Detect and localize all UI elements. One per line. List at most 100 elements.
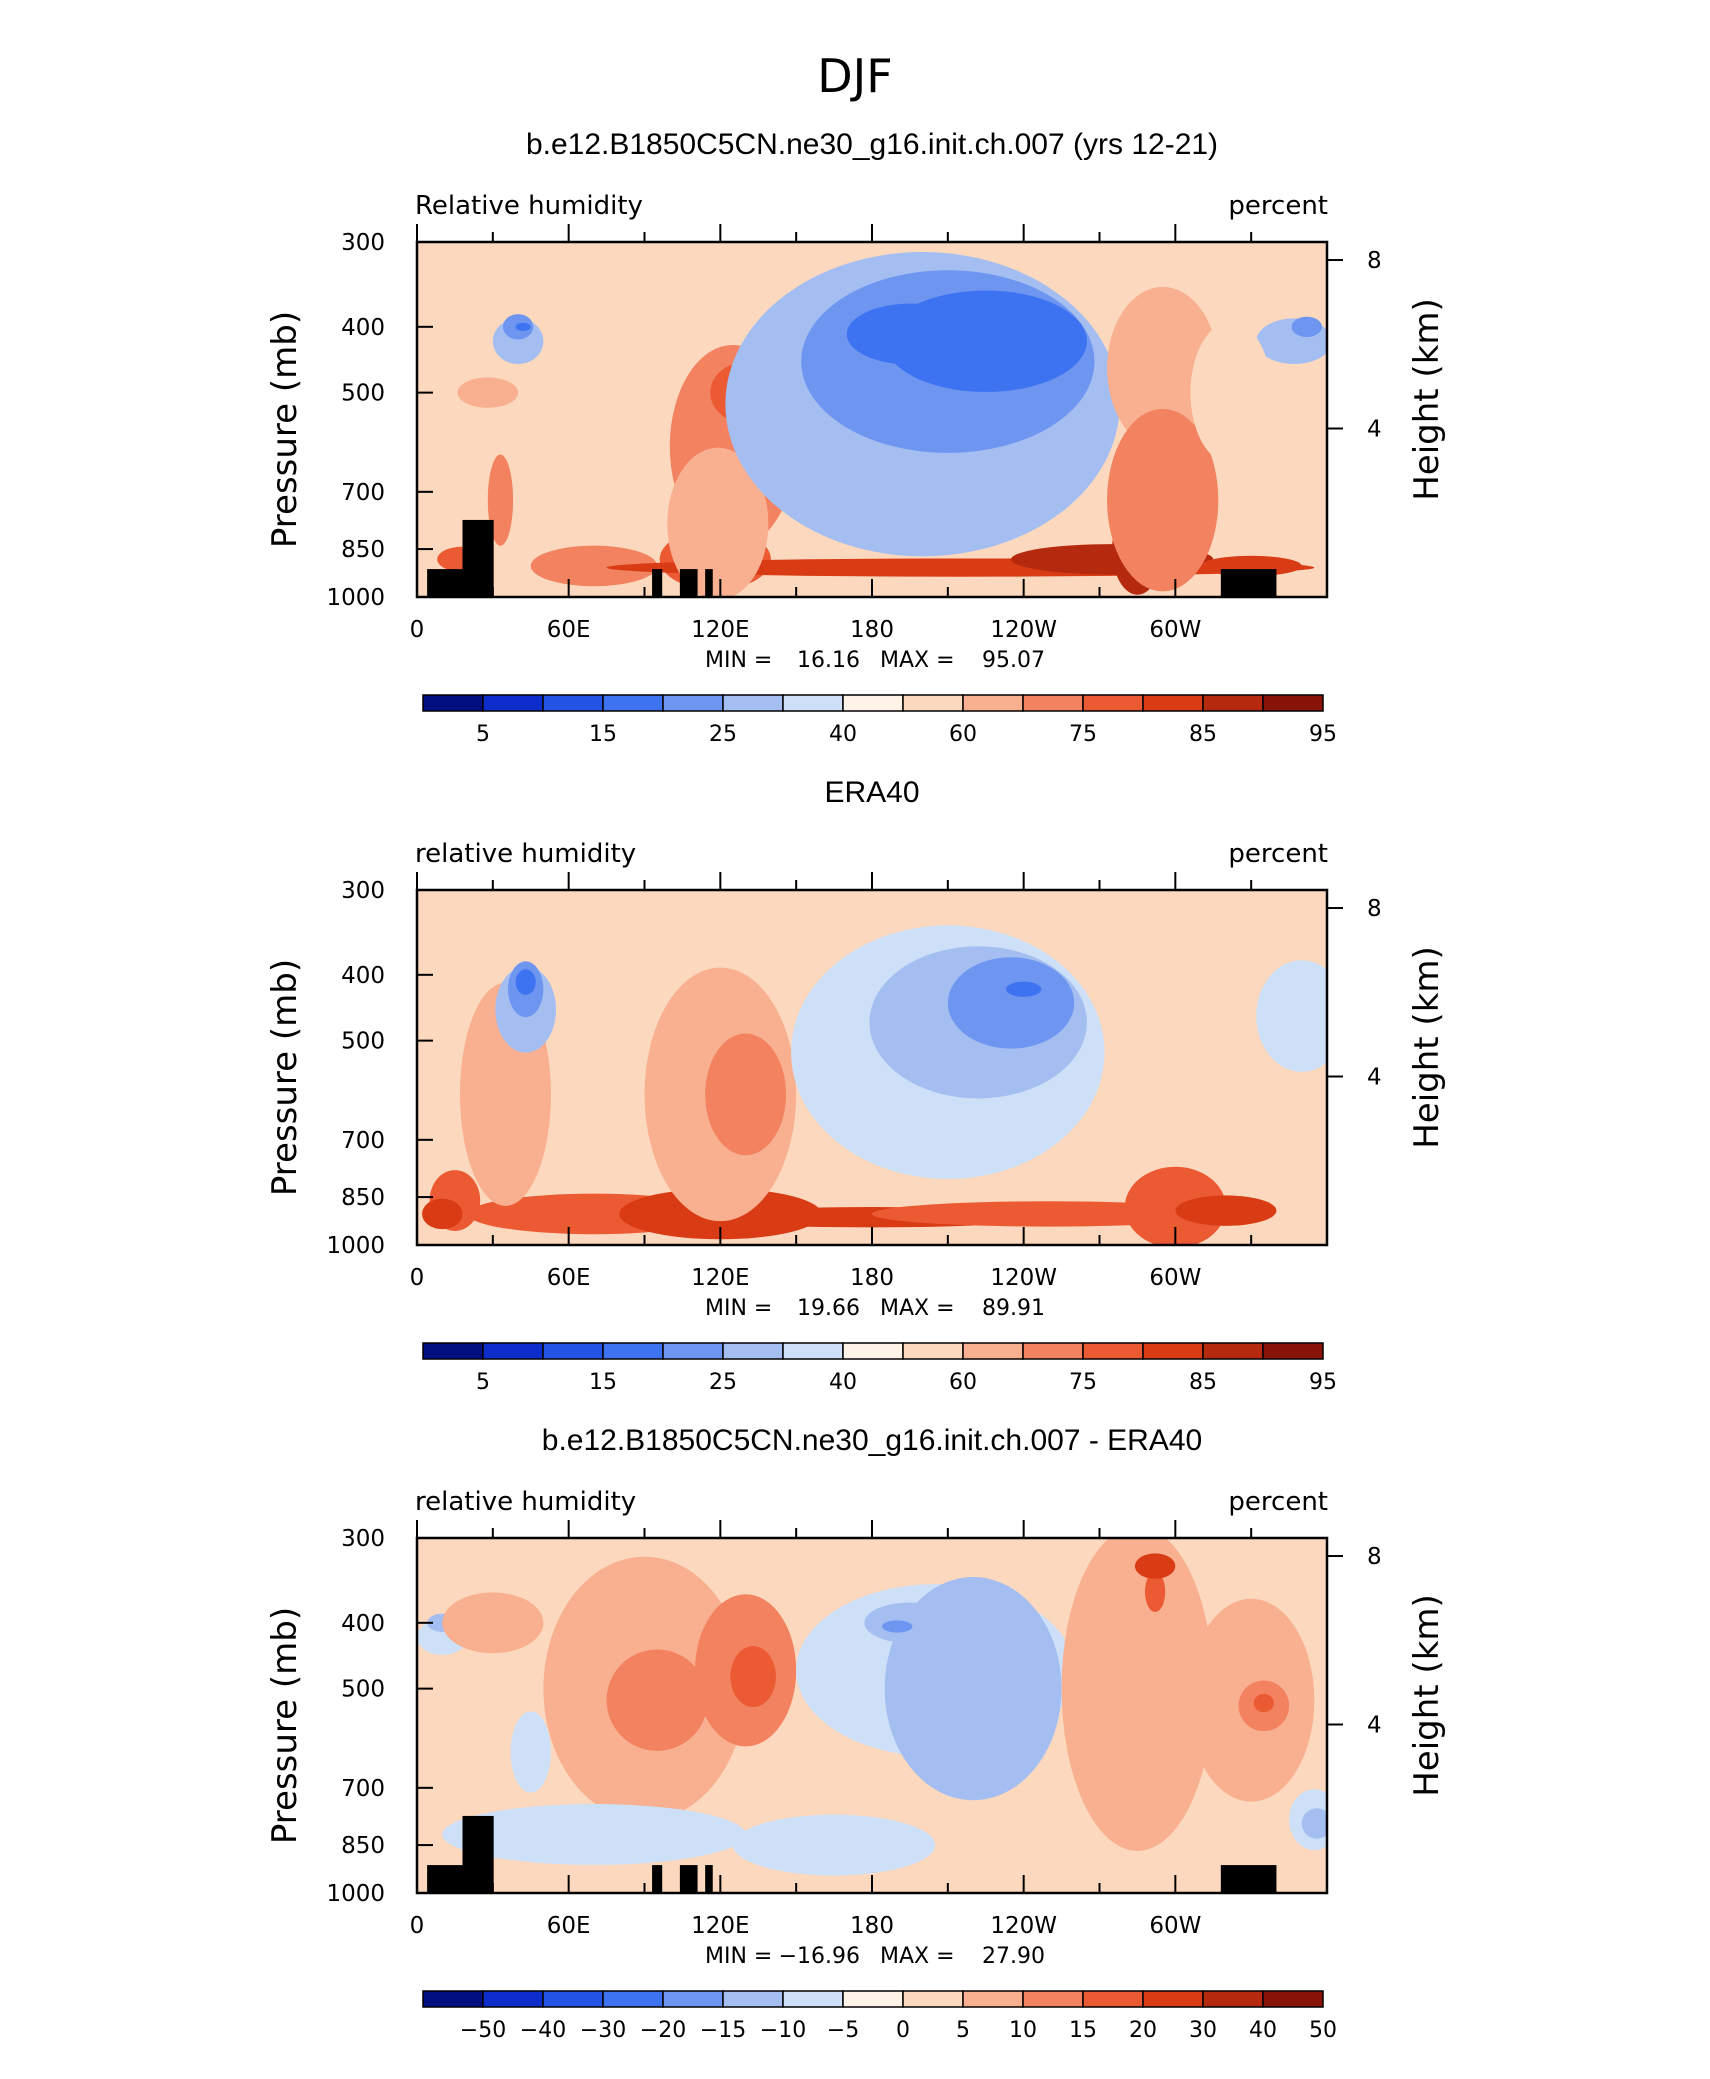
contour-region: [846, 303, 974, 365]
colorbar-box: [422, 694, 484, 712]
panel-title: ERA40: [824, 776, 919, 809]
colorbar-box: [722, 1990, 784, 2008]
colorbar-label: 85: [1189, 722, 1217, 747]
contour-region: [730, 1646, 776, 1708]
colorbar-box: [782, 1342, 844, 1360]
x-tick-label: 60W: [1149, 617, 1201, 643]
y2-tick-label: 8: [1367, 896, 1382, 922]
x-tick-label: 0: [410, 617, 425, 643]
colorbar-label: 20: [1129, 2018, 1157, 2043]
chart-panel-1: b.e12.B1850C5CN.ne30_g16.init.ch.007 (yr…: [265, 128, 1447, 747]
colorbar-box: [842, 1342, 904, 1360]
stats-min-label: MIN =: [705, 648, 772, 673]
colorbar-box: [1262, 1990, 1324, 2008]
colorbar-box: [482, 1990, 544, 2008]
x-tick-label: 60W: [1149, 1265, 1201, 1291]
colorbar-box: [662, 1990, 724, 2008]
y-tick-label: 400: [341, 315, 385, 341]
colorbar-label: 95: [1309, 1370, 1337, 1395]
x-tick-label: 120E: [691, 1913, 749, 1939]
contour-region: [1253, 1693, 1274, 1713]
panel-left-label: relative humidity: [415, 1487, 636, 1517]
y-axis-label: Pressure (mb): [265, 1607, 305, 1844]
terrain-block: [462, 519, 494, 597]
colorbar-label: 50: [1309, 2018, 1337, 2043]
x-tick-label: 60E: [547, 1265, 591, 1291]
contour-region: [515, 969, 536, 995]
terrain-block: [705, 1865, 713, 1893]
contour-region: [1134, 1553, 1176, 1579]
colorbar-label: −30: [580, 2018, 626, 2043]
colorbar-label: 0: [896, 2018, 910, 2043]
panel-right-label: percent: [1228, 1487, 1328, 1517]
contour-region: [1190, 321, 1272, 464]
terrain-block: [1220, 569, 1277, 597]
colorbar-label: 30: [1189, 2018, 1217, 2043]
x-tick-label: 120E: [691, 1265, 749, 1291]
colorbar-box: [962, 694, 1024, 712]
colorbar-box: [662, 694, 724, 712]
contour-region: [442, 1592, 544, 1654]
x-tick-label: 180: [850, 617, 894, 643]
contour-region: [1107, 286, 1219, 450]
y2-axis-label: Height (km): [1407, 1594, 1447, 1797]
colorbar-label: 25: [709, 722, 737, 747]
y-tick-label: 1000: [326, 1233, 385, 1259]
colorbar-box: [542, 1342, 604, 1360]
colorbar-box: [722, 1342, 784, 1360]
panel-right-label: percent: [1228, 839, 1328, 869]
y-tick-label: 400: [341, 963, 385, 989]
y-tick-label: 300: [341, 878, 385, 904]
contour-region: [1124, 1166, 1226, 1245]
contour-region: [530, 545, 658, 587]
colorbar-label: −10: [760, 2018, 806, 2043]
colorbar-label: 5: [476, 1370, 490, 1395]
terrain-block: [652, 569, 663, 597]
x-tick-label: 120W: [990, 1913, 1057, 1939]
y2-tick-label: 4: [1367, 417, 1382, 443]
colorbar-box: [962, 1990, 1024, 2008]
colorbar-box: [1202, 1342, 1264, 1360]
colorbar-label: 5: [956, 2018, 970, 2043]
colorbar-box: [782, 1990, 844, 2008]
contour-region: [864, 1602, 956, 1644]
colorbar-box: [962, 1342, 1024, 1360]
y2-axis-label: Height (km): [1407, 298, 1447, 501]
contour-region: [457, 377, 519, 408]
y-tick-label: 850: [341, 537, 385, 563]
y2-tick-label: 8: [1367, 248, 1382, 274]
chart-panel-2: ERA40 relative humidity percent 0 60E 120E 180…: [265, 776, 1447, 1395]
stats-max-value: 95.07: [982, 648, 1045, 673]
colorbar-box: [1022, 1990, 1084, 2008]
colorbar-box: [1082, 1990, 1144, 2008]
y2-axis-label: Height (km): [1407, 946, 1447, 1149]
stats-min-value: 19.66: [797, 1296, 860, 1321]
y-tick-label: 400: [341, 1611, 385, 1637]
contour-region: [422, 1198, 463, 1230]
x-tick-label: 0: [410, 1265, 425, 1291]
colorbar-box: [602, 1342, 664, 1360]
y-tick-label: 300: [341, 230, 385, 256]
colorbar-box: [542, 694, 604, 712]
chart-panel-3: b.e12.B1850C5CN.ne30_g16.init.ch.007 - E…: [265, 1424, 1447, 2043]
contour-region: [1005, 981, 1042, 997]
colorbar-box: [1202, 694, 1264, 712]
colorbar-box: [842, 694, 904, 712]
colorbar-label: 10: [1009, 2018, 1037, 2043]
stats-max-value: 89.91: [982, 1296, 1045, 1321]
colorbar-box: [842, 1990, 904, 2008]
terrain-block: [1220, 1865, 1277, 1893]
y2-tick-label: 4: [1367, 1713, 1382, 1739]
stats-min-label: MIN =: [705, 1944, 772, 1969]
y-tick-label: 300: [341, 1526, 385, 1552]
y-tick-label: 500: [341, 381, 385, 407]
contour-region: [947, 957, 1075, 1049]
stats-max-label: MAX =: [880, 648, 955, 673]
contour-region: [606, 1649, 708, 1751]
colorbar-label: 40: [829, 722, 857, 747]
colorbar-label: −20: [640, 2018, 686, 2043]
panel-left-label: relative humidity: [415, 839, 636, 869]
colorbar-label: 75: [1069, 722, 1097, 747]
contour-region: [705, 1033, 787, 1156]
panel-title: b.e12.B1850C5CN.ne30_g16.init.ch.007 - E…: [542, 1424, 1202, 1457]
